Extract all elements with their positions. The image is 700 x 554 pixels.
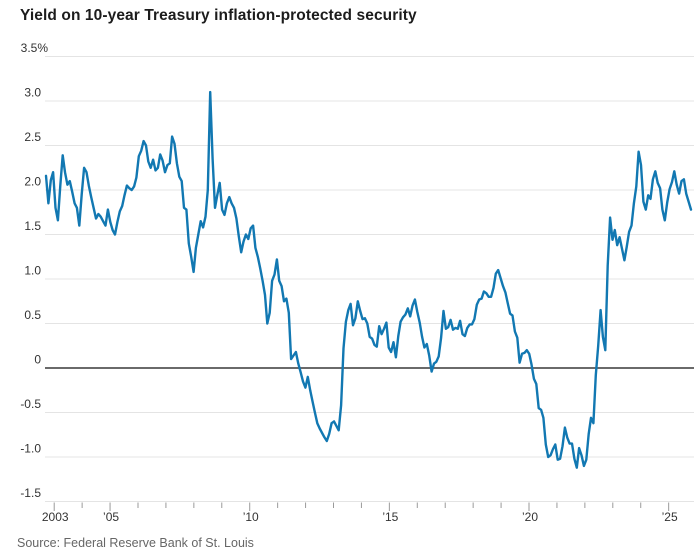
y-axis-tick-label: 0.5 <box>24 308 41 322</box>
x-axis-tick-label: ’25 <box>662 510 678 524</box>
chart-title: Yield on 10-year Treasury inflation-prot… <box>20 7 417 24</box>
y-axis-tick-label: 1.5 <box>24 219 41 233</box>
source-attribution: Source: Federal Reserve Bank of St. Loui… <box>17 536 254 550</box>
y-axis-tick-label: 2.5 <box>24 130 41 144</box>
y-axis-tick-label: 3.5% <box>21 41 49 55</box>
x-axis-tick-label: ’05 <box>103 510 119 524</box>
x-axis-tick-label: ’10 <box>243 510 259 524</box>
y-axis-tick-label: 0 <box>34 353 41 367</box>
y-axis-tick-label: 3.0 <box>24 86 41 100</box>
x-axis-tick-label: 2003 <box>42 510 69 524</box>
yield-line-series <box>44 90 693 469</box>
x-axis-tick-label: ’20 <box>522 510 538 524</box>
y-axis-tick-label: -1.0 <box>20 442 41 456</box>
y-axis-tick-label: -0.5 <box>20 397 41 411</box>
y-axis-tick-label: -1.5 <box>20 486 41 500</box>
y-axis-tick-label: 1.0 <box>24 264 41 278</box>
x-axis-tick-label: ’15 <box>382 510 398 524</box>
y-axis-tick-label: 2.0 <box>24 175 41 189</box>
